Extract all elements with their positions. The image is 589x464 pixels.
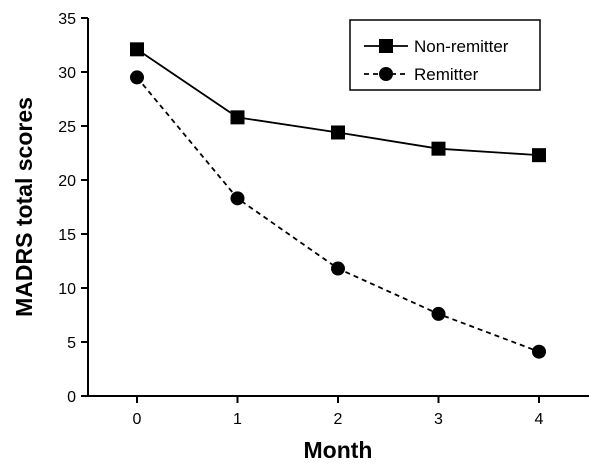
legend-marker-circle <box>379 67 393 81</box>
series-layer <box>130 42 546 359</box>
legend-label-non-remitter: Non-remitter <box>414 37 509 56</box>
data-point-remitter <box>532 344 546 359</box>
data-point-non-remitter <box>130 42 144 57</box>
legend-entry-non-remitter: Non-remitter <box>364 37 509 56</box>
axes: 0 5 10 15 20 25 30 35 0 1 2 3 4 <box>58 11 589 428</box>
x-tick-label: 0 <box>133 411 142 428</box>
x-ticks: 0 1 2 3 4 <box>133 396 544 428</box>
y-tick-label: 20 <box>58 173 76 190</box>
data-point-remitter <box>431 306 446 321</box>
y-tick-label: 5 <box>67 335 76 352</box>
x-tick-label: 1 <box>233 411 242 428</box>
y-axis-title: MADRS total scores <box>11 97 37 317</box>
x-tick-label: 2 <box>334 411 343 428</box>
x-tick-label: 4 <box>535 411 544 428</box>
y-tick-label: 25 <box>58 119 76 136</box>
y-tick-label: 10 <box>58 281 76 298</box>
y-tick-label: 15 <box>58 227 76 244</box>
y-tick-label: 30 <box>58 65 76 82</box>
y-ticks: 0 5 10 15 20 25 30 35 <box>58 11 88 406</box>
y-tick-label: 0 <box>67 389 76 406</box>
data-point-remitter <box>130 70 144 85</box>
legend-label-remitter: Remitter <box>414 65 479 84</box>
legend: Non-remitter Remitter <box>349 19 541 91</box>
x-tick-label: 3 <box>434 411 443 428</box>
series-remitter <box>130 70 546 359</box>
legend-marker-square <box>379 39 393 53</box>
data-point-remitter <box>331 261 345 276</box>
data-point-non-remitter <box>532 148 546 163</box>
x-axis-title: Month <box>304 437 373 463</box>
data-point-non-remitter <box>331 125 345 140</box>
data-point-non-remitter <box>431 141 446 156</box>
data-point-non-remitter <box>230 110 245 125</box>
series-line-remitter <box>136 76 540 353</box>
series-non-remitter <box>130 42 546 163</box>
y-tick-label: 35 <box>58 11 76 28</box>
legend-entry-remitter: Remitter <box>364 65 479 84</box>
data-point-remitter <box>230 191 245 206</box>
